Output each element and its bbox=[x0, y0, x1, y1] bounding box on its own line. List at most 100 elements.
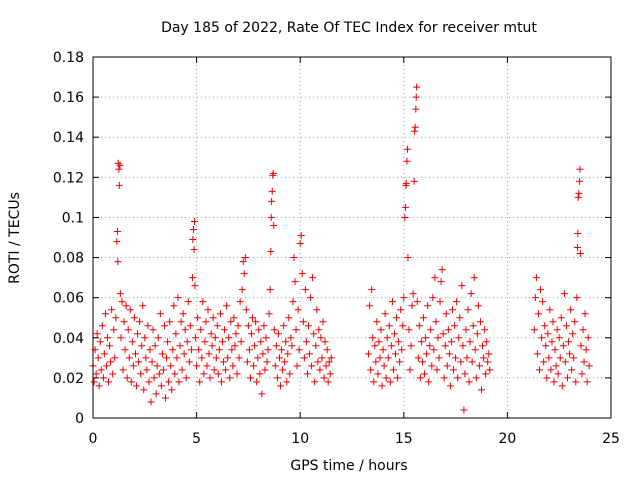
data-point bbox=[444, 326, 452, 334]
data-point bbox=[147, 398, 155, 406]
data-point bbox=[109, 370, 117, 378]
data-point bbox=[113, 227, 121, 235]
data-point bbox=[563, 374, 571, 382]
data-point bbox=[465, 378, 473, 386]
data-point bbox=[260, 322, 268, 330]
data-point bbox=[212, 354, 220, 362]
data-point bbox=[179, 310, 187, 318]
data-point bbox=[292, 326, 300, 334]
data-point bbox=[227, 318, 235, 326]
data-point bbox=[136, 318, 144, 326]
data-point bbox=[225, 334, 233, 342]
data-point bbox=[293, 362, 301, 370]
y-tick-label: 0.16 bbox=[53, 90, 84, 106]
data-point bbox=[448, 306, 456, 314]
data-point bbox=[395, 338, 403, 346]
data-point bbox=[205, 350, 213, 358]
data-point bbox=[475, 362, 483, 370]
data-point bbox=[256, 370, 264, 378]
data-point bbox=[385, 322, 393, 330]
data-point bbox=[101, 310, 109, 318]
data-point bbox=[115, 181, 123, 189]
data-point bbox=[133, 382, 141, 390]
data-point bbox=[365, 350, 373, 358]
data-point bbox=[440, 374, 448, 382]
y-tick-label: 0 bbox=[75, 411, 84, 427]
data-point bbox=[172, 330, 180, 338]
data-point bbox=[95, 382, 103, 390]
data-point bbox=[578, 370, 586, 378]
data-point bbox=[145, 378, 153, 386]
data-point bbox=[582, 346, 590, 354]
data-point bbox=[213, 322, 221, 330]
data-point bbox=[558, 382, 566, 390]
data-point bbox=[399, 322, 407, 330]
data-point bbox=[406, 366, 414, 374]
data-point bbox=[561, 358, 569, 366]
data-point bbox=[234, 322, 242, 330]
data-point bbox=[143, 366, 151, 374]
x-tick-label: 15 bbox=[395, 431, 413, 447]
data-point bbox=[199, 298, 207, 306]
data-point bbox=[99, 374, 107, 382]
data-point bbox=[534, 310, 542, 318]
data-point bbox=[531, 294, 539, 302]
data-point bbox=[451, 322, 459, 330]
data-point bbox=[155, 370, 163, 378]
data-point bbox=[410, 177, 418, 185]
data-point bbox=[267, 248, 275, 256]
data-point bbox=[454, 374, 462, 382]
data-point bbox=[271, 362, 279, 370]
data-point bbox=[470, 274, 478, 282]
data-point bbox=[263, 358, 271, 366]
data-point bbox=[264, 346, 272, 354]
data-point bbox=[403, 157, 411, 165]
data-point bbox=[269, 169, 277, 177]
data-point bbox=[467, 290, 475, 298]
data-point bbox=[321, 338, 329, 346]
data-point bbox=[373, 318, 381, 326]
data-point bbox=[541, 322, 549, 330]
data-point bbox=[386, 378, 394, 386]
data-point bbox=[562, 322, 570, 330]
data-point bbox=[313, 306, 321, 314]
data-point bbox=[303, 370, 311, 378]
data-point bbox=[116, 161, 124, 169]
data-point bbox=[194, 314, 202, 322]
data-point bbox=[374, 370, 382, 378]
data-point bbox=[401, 203, 409, 211]
data-point bbox=[405, 326, 413, 334]
data-point bbox=[400, 294, 408, 302]
data-point bbox=[196, 378, 204, 386]
data-point bbox=[441, 342, 449, 350]
data-point bbox=[233, 370, 241, 378]
data-point bbox=[460, 406, 468, 414]
data-point bbox=[202, 318, 210, 326]
data-point bbox=[559, 342, 567, 350]
data-point bbox=[423, 350, 431, 358]
data-point bbox=[443, 362, 451, 370]
data-point bbox=[252, 318, 260, 326]
data-point bbox=[425, 378, 433, 386]
data-point bbox=[369, 334, 377, 342]
data-point bbox=[154, 334, 162, 342]
data-point bbox=[540, 358, 548, 366]
data-point bbox=[152, 390, 160, 398]
data-point bbox=[478, 386, 485, 394]
data-point bbox=[173, 354, 181, 362]
data-point bbox=[98, 322, 106, 330]
data-point bbox=[580, 358, 588, 366]
data-points bbox=[89, 83, 593, 414]
data-point bbox=[376, 354, 384, 362]
data-point bbox=[323, 346, 331, 354]
data-point bbox=[129, 362, 137, 370]
data-point bbox=[387, 342, 395, 350]
data-point bbox=[100, 350, 108, 358]
data-point bbox=[297, 231, 305, 239]
data-point bbox=[388, 298, 396, 306]
axis-ticks bbox=[92, 56, 612, 419]
data-point bbox=[113, 238, 121, 246]
data-point bbox=[215, 346, 223, 354]
data-point bbox=[554, 370, 562, 378]
